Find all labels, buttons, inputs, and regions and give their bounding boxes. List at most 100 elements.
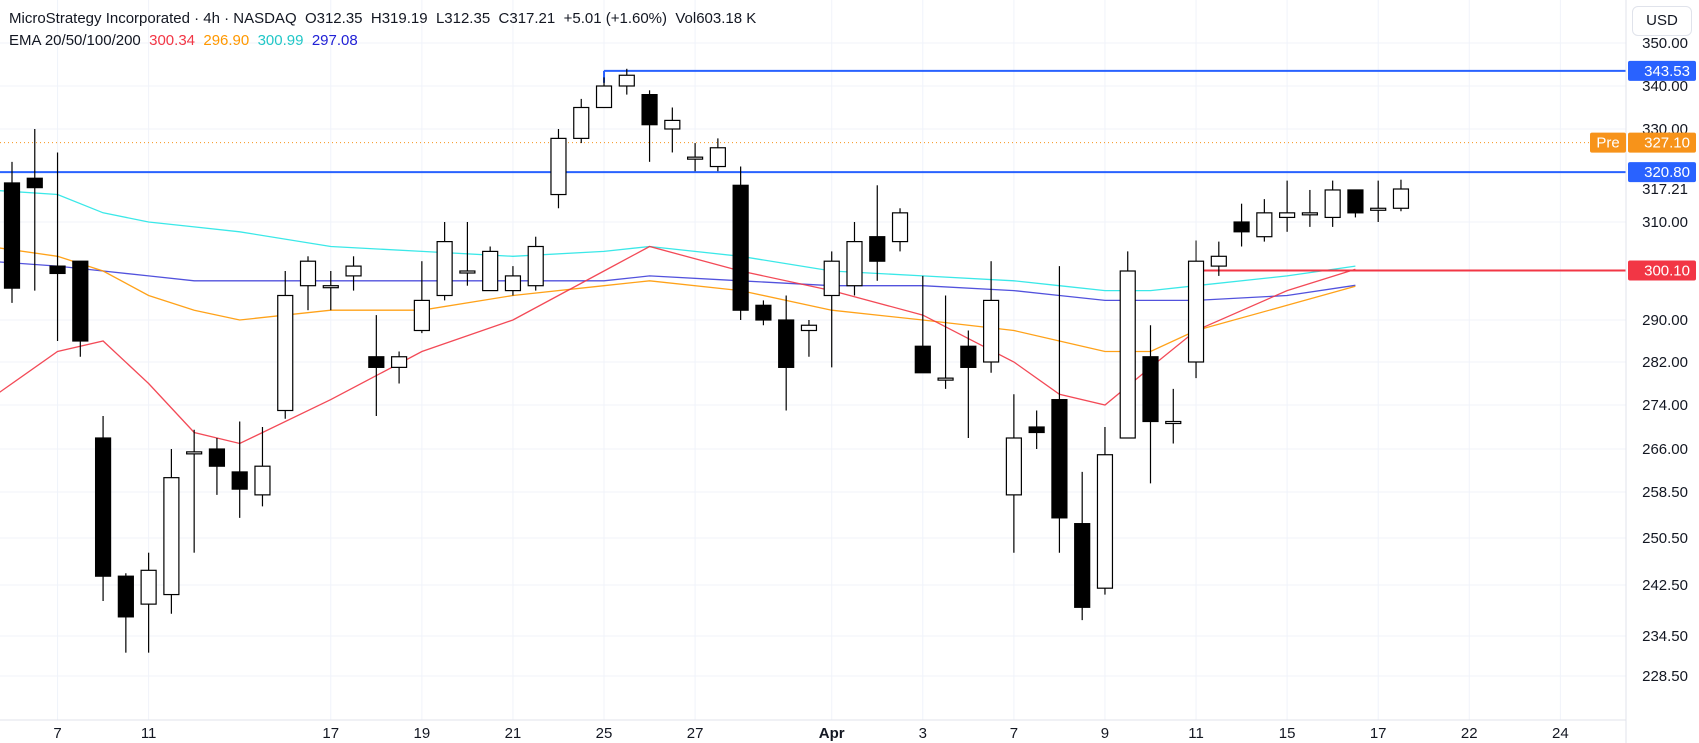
candle-up — [846, 241, 863, 287]
y-tick-label: 250.50 — [1642, 530, 1688, 547]
candle-up — [1005, 437, 1022, 496]
y-tick-label: 228.50 — [1642, 668, 1688, 685]
close-value: 317.21 — [509, 10, 556, 27]
last-price-label: 317.21 — [1642, 181, 1688, 198]
y-tick-label: 242.50 — [1642, 577, 1688, 594]
ema-legend: EMA 20/50/100/200 300.34 296.90 300.99 2… — [9, 32, 358, 49]
x-tick-label: 11 — [141, 725, 157, 742]
candle-down — [641, 93, 658, 126]
candle-down — [1051, 399, 1068, 519]
candle-up — [390, 356, 408, 368]
x-tick-label: 22 — [1461, 725, 1478, 742]
y-tick-label: 340.00 — [1642, 78, 1688, 95]
y-tick-label: 266.00 — [1642, 441, 1688, 458]
candle-down — [26, 177, 43, 189]
candle-up — [937, 377, 954, 381]
high-value: 319.19 — [381, 10, 428, 27]
candle-up — [163, 477, 180, 596]
candle-up — [595, 85, 613, 109]
candle-down — [1142, 356, 1159, 423]
candle-up — [459, 270, 476, 274]
time-axis-panel — [0, 720, 1626, 743]
candle-up — [1096, 454, 1114, 589]
ema100-value: 300.99 — [257, 32, 304, 49]
candle-down — [3, 182, 21, 289]
premarket-price-tag: 327.10 — [1644, 135, 1690, 152]
line-price-tag: 320.80 — [1644, 164, 1690, 181]
x-tick-label: 25 — [596, 725, 613, 742]
candle-up — [823, 260, 840, 297]
candle-up — [573, 106, 590, 139]
candle-up — [1324, 189, 1341, 219]
y-tick-label: 258.50 — [1642, 484, 1688, 501]
x-tick-label: 21 — [505, 725, 522, 742]
candle-down — [231, 471, 248, 490]
candle-up — [1165, 420, 1182, 425]
candle-up — [345, 265, 362, 277]
candle-up — [413, 299, 430, 332]
y-tick-label: 234.50 — [1642, 628, 1688, 645]
candle-up — [1119, 270, 1136, 439]
candle-down — [732, 184, 749, 311]
x-tick-label: 9 — [1101, 725, 1109, 742]
change-value: +5.01 (+1.60%) — [563, 10, 667, 27]
candle-down — [49, 265, 66, 275]
candle-up — [891, 212, 909, 243]
candle-down — [72, 260, 89, 342]
candle-up — [140, 569, 157, 605]
ema200-line — [0, 261, 1356, 302]
open-value: 312.35 — [316, 10, 363, 27]
low-value: 312.35 — [444, 10, 491, 27]
line-price-tag: 343.53 — [1644, 63, 1690, 80]
candle-up — [1256, 212, 1273, 238]
symbol-title: MicroStrategy Incorporated · 4h · NASDAQ — [9, 10, 297, 27]
ema-label: EMA 20/50/100/200 — [9, 32, 141, 49]
y-tick-label: 290.00 — [1642, 312, 1688, 329]
candle-up — [299, 260, 317, 287]
candle-down — [1347, 189, 1364, 214]
candle-down — [94, 437, 112, 577]
y-tick-label: 310.00 — [1642, 214, 1688, 231]
candle-up — [709, 147, 726, 168]
candle-up — [550, 137, 567, 196]
candle-down — [208, 448, 226, 467]
y-tick-label: 350.00 — [1642, 35, 1688, 52]
candle-up — [1279, 212, 1296, 219]
premarket-price-tag-background — [1628, 132, 1696, 153]
x-tick-label: 15 — [1279, 725, 1296, 742]
candle-down — [1028, 426, 1045, 434]
candle-up — [983, 299, 1000, 363]
x-tick-label: 7 — [1010, 725, 1018, 742]
symbol-legend: MicroStrategy Incorporated · 4h · NASDAQ… — [9, 10, 756, 27]
candle-down — [755, 304, 772, 321]
x-tick-label: 17 — [322, 725, 339, 742]
candle-up — [436, 241, 453, 297]
candle-up — [1301, 212, 1318, 216]
ema100-line — [0, 190, 1356, 292]
line-price-tag-background — [1628, 162, 1696, 183]
currency-button[interactable]: USD — [1632, 6, 1692, 36]
x-tick-label: Apr — [819, 725, 845, 742]
candle-up — [277, 294, 294, 412]
open-label: O — [304, 10, 317, 27]
high-label: H — [370, 10, 382, 27]
x-tick-label: 11 — [1188, 725, 1204, 742]
candle-down — [778, 319, 795, 368]
candle-down — [117, 575, 134, 618]
x-tick-label: 27 — [687, 725, 704, 742]
candle-up — [482, 250, 499, 292]
x-tick-label: 3 — [919, 725, 927, 742]
ema20-value: 300.34 — [149, 32, 196, 49]
candle-down — [368, 356, 385, 368]
x-tick-label: 24 — [1552, 725, 1569, 742]
candle-up — [322, 285, 339, 289]
support-price-tag: 300.10 — [1644, 263, 1690, 280]
ema200-value: 297.08 — [311, 32, 358, 49]
price-axis-panel — [1626, 0, 1699, 743]
volume-label: Vol — [675, 10, 697, 27]
y-tick-label: 274.00 — [1642, 397, 1688, 414]
x-tick-label: 17 — [1370, 725, 1387, 742]
candle-up — [1370, 207, 1387, 211]
candle-up — [618, 74, 635, 87]
